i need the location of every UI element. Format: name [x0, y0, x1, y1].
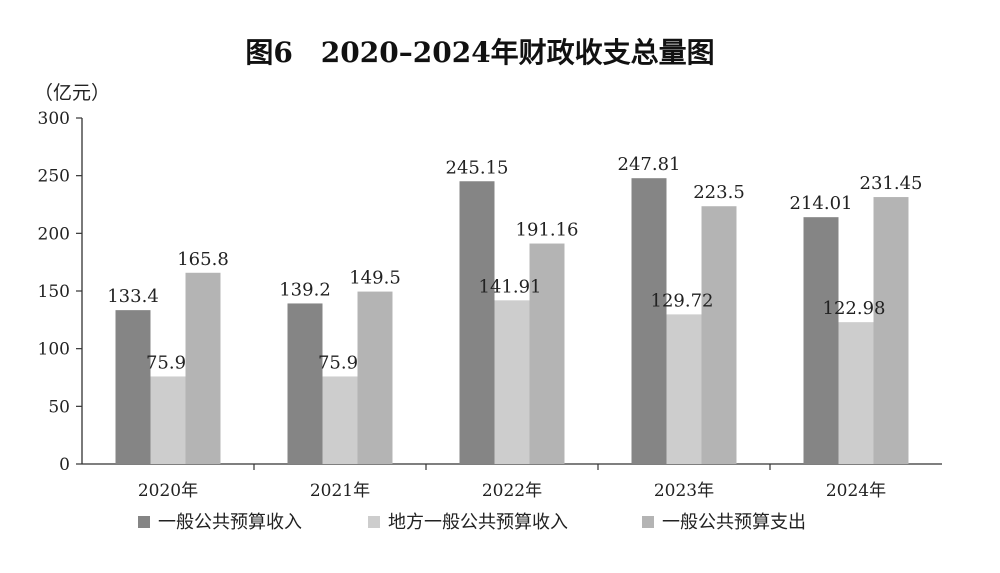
data-label: 141.91 [479, 276, 542, 297]
y-tick-label: 300 [38, 109, 70, 129]
data-label: 149.5 [349, 268, 401, 289]
y-tick-label: 50 [48, 397, 70, 417]
category-label: 2021年 [310, 481, 370, 501]
bars [115, 178, 909, 465]
bar [838, 322, 874, 464]
legend: 一般公共预算收入 地方一般公共预算收入 一般公共预算支出 [138, 512, 806, 533]
data-label: 231.45 [860, 173, 923, 194]
data-label: 122.98 [823, 298, 886, 319]
bar [803, 217, 839, 464]
legend-label: 一般公共预算收入 [158, 512, 302, 533]
bar [185, 272, 221, 464]
bar [287, 303, 323, 464]
bar [873, 197, 909, 464]
category-label: 2023年 [654, 481, 714, 501]
legend-swatch [138, 516, 150, 528]
category-label: 2022年 [482, 481, 542, 501]
category-label: 2020年 [138, 481, 198, 501]
data-label: 165.8 [177, 249, 229, 270]
bar [357, 291, 393, 464]
bar [529, 243, 565, 464]
data-label: 223.5 [693, 182, 745, 203]
bar [459, 181, 495, 465]
data-label: 139.2 [279, 279, 331, 300]
bar [494, 300, 530, 464]
data-labels: 133.4 75.9 165.8 139.2 75.9 149.5 245.15 141.91… [107, 154, 922, 373]
chart-title: 图6 2020–2024年财政收支总量图 [245, 36, 714, 69]
legend-label: 地方一般公共预算收入 [388, 512, 568, 533]
y-tick-label: 200 [38, 224, 70, 244]
y-tick-label: 100 [38, 340, 70, 360]
data-label: 247.81 [618, 154, 681, 175]
y-tick-label: 150 [38, 282, 70, 302]
y-tick-label: 250 [38, 167, 70, 187]
bar [666, 314, 702, 464]
legend-swatch [368, 516, 380, 528]
bar [115, 310, 151, 464]
bar [322, 376, 358, 464]
data-label: 75.9 [318, 352, 358, 373]
data-label: 129.72 [651, 290, 714, 311]
legend-label: 一般公共预算支出 [662, 512, 806, 533]
data-label: 191.16 [516, 220, 579, 241]
y-tick-label: 0 [59, 455, 70, 475]
data-label: 75.9 [146, 352, 186, 373]
category-label: 2024年 [826, 481, 886, 501]
bar [631, 178, 667, 465]
data-label: 133.4 [107, 286, 159, 307]
bar [150, 376, 186, 464]
data-label: 245.15 [446, 157, 509, 178]
y-axis-ticks: 0 50 100 150 200 250 300 [38, 109, 82, 475]
legend-swatch [642, 516, 654, 528]
category-labels: 2020年 2021年 2022年 2023年 2024年 [138, 464, 886, 501]
bar [701, 206, 737, 465]
data-label: 214.01 [790, 193, 853, 214]
y-axis-unit: （亿元） [34, 82, 110, 104]
